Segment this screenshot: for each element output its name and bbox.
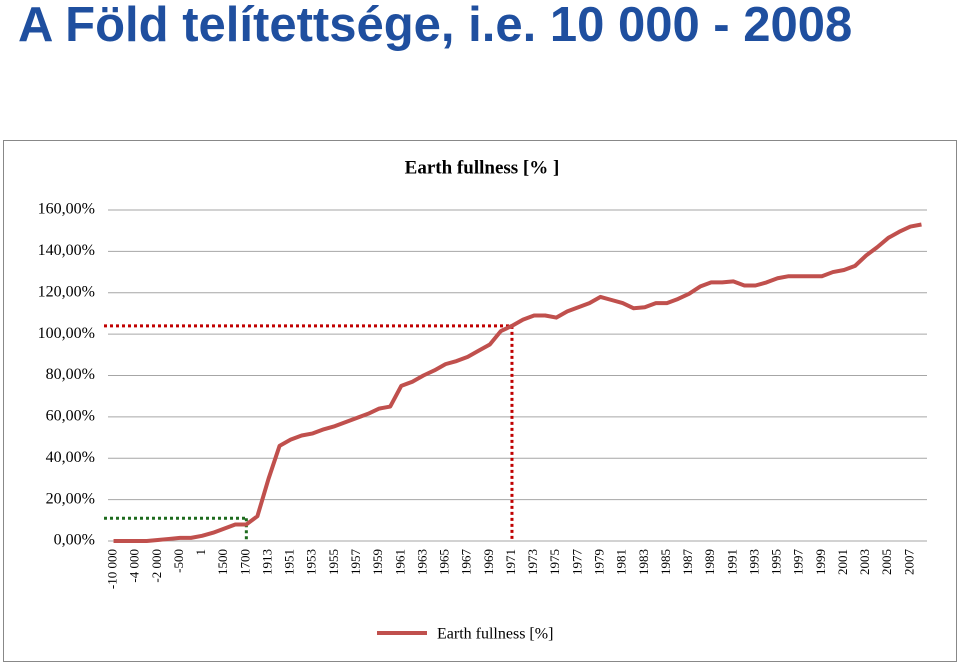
x-tick-label: 1991 (724, 549, 739, 575)
x-tick-label: 1963 (414, 549, 429, 575)
y-tick-label: 120,00% (38, 283, 95, 300)
x-tick-label: 1997 (791, 549, 806, 576)
x-tick-label: 1965 (437, 549, 452, 575)
x-tick-label: 1983 (636, 549, 651, 575)
y-tick-label: 100,00% (38, 325, 95, 342)
x-tick-label: 1977 (569, 549, 584, 576)
x-tick-label: 1979 (591, 549, 606, 575)
x-tick-label: 2003 (857, 549, 872, 575)
x-tick-label: 1971 (503, 549, 518, 575)
legend-label: Earth fullness [%] (437, 626, 553, 643)
y-tick-label: 140,00% (38, 242, 95, 259)
x-tick-label: 2007 (901, 549, 916, 576)
x-tick-label: 1953 (304, 549, 319, 575)
x-tick-label: 1969 (481, 549, 496, 575)
y-tick-label: 60,00% (46, 408, 95, 425)
x-tick-label: 1957 (348, 549, 363, 576)
x-tick-label: 1975 (547, 549, 562, 575)
x-tick-label: 1959 (370, 549, 385, 575)
x-tick-label: 1951 (282, 549, 297, 575)
chart-frame (3, 140, 957, 662)
y-tick-label: 20,00% (46, 490, 95, 507)
chart-title: Earth fullness [% ] (405, 157, 560, 178)
x-tick-label: -10 000 (105, 549, 120, 589)
x-tick-label: 1999 (813, 549, 828, 575)
x-tick-label: 1993 (746, 549, 761, 575)
x-tick-label: 1985 (658, 549, 673, 575)
x-tick-label: 1913 (259, 549, 274, 575)
x-tick-label: 1973 (525, 549, 540, 575)
x-tick-label: 1500 (215, 549, 230, 575)
x-tick-label: 1989 (702, 549, 717, 575)
data-line (113, 222, 922, 543)
x-tick-label: -4 000 (127, 549, 142, 583)
y-tick-label: 40,00% (46, 449, 95, 466)
x-tick-label: 1 (193, 549, 208, 556)
y-tick-label: 160,00% (38, 201, 95, 218)
y-tick-label: 0,00% (54, 532, 95, 549)
x-tick-label: -500 (171, 549, 186, 573)
x-tick-label: 1961 (392, 549, 407, 575)
x-tick-label: 1955 (326, 549, 341, 575)
x-tick-label: 1967 (459, 549, 474, 576)
x-tick-label: 2001 (835, 549, 850, 575)
page-title: A Föld telítettsége, i.e. 10 000 - 2008 (18, 0, 852, 52)
x-tick-label: 1995 (769, 549, 784, 575)
x-tick-label: 1700 (237, 549, 252, 575)
y-tick-label: 80,00% (46, 366, 95, 383)
x-tick-label: -2 000 (149, 549, 164, 583)
x-tick-label: 1981 (614, 549, 629, 575)
x-tick-label: 1987 (680, 549, 695, 576)
x-tick-label: 2005 (879, 549, 894, 575)
